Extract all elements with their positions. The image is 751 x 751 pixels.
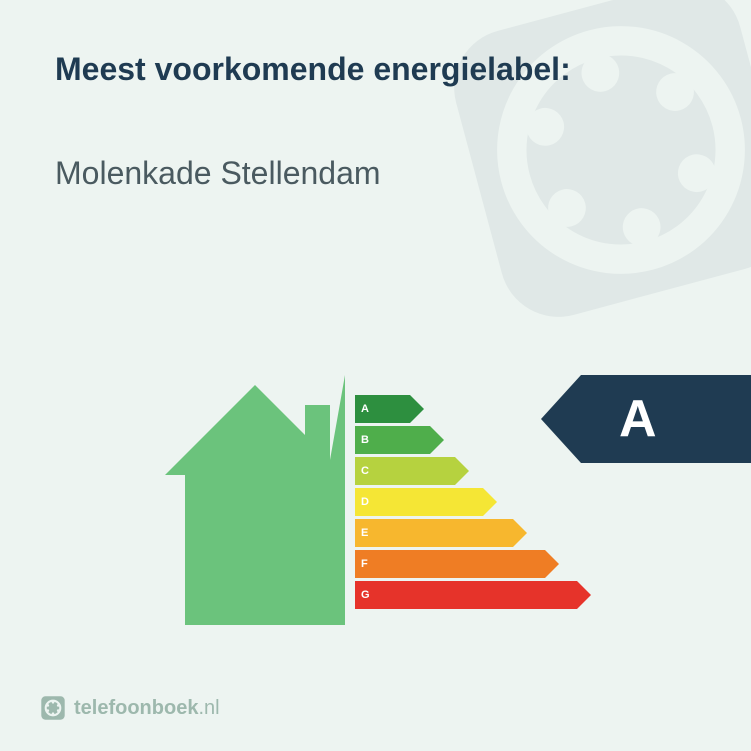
location-subtitle: Molenkade Stellendam [55, 155, 381, 192]
energy-label-chart: ABCDEFG [165, 375, 585, 625]
rating-letter: A [619, 389, 657, 449]
phone-dial-icon [40, 695, 66, 721]
energy-bar-label: G [361, 581, 370, 609]
footer-brand: telefoonboek.nl [40, 695, 220, 721]
energy-bar-label: A [361, 395, 369, 423]
energy-bar-label: C [361, 457, 369, 485]
energy-bar-label: F [361, 550, 368, 578]
house-icon [165, 375, 345, 625]
infographic-canvas: Meest voorkomende energielabel: Molenkad… [0, 0, 751, 751]
energy-bar-label: B [361, 426, 369, 454]
energy-bar-label: D [361, 488, 369, 516]
rating-badge: A [541, 375, 751, 463]
energy-bar-label: E [361, 519, 368, 547]
page-title: Meest voorkomende energielabel: [55, 50, 571, 88]
footer-brand-name: telefoonboek [74, 697, 198, 719]
footer-brand-suffix: .nl [198, 697, 219, 719]
